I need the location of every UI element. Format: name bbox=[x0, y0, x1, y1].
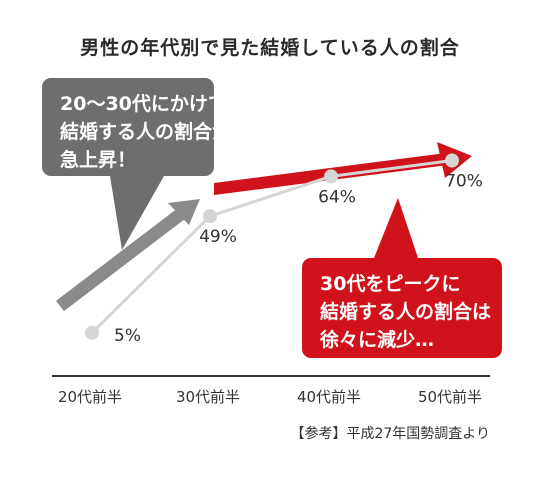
data-point bbox=[85, 325, 99, 340]
rise-callout-line-3: 急上昇！ bbox=[60, 149, 137, 171]
rise-callout-line-2: 結婚する人の割合が bbox=[60, 121, 232, 143]
gray-callout-tail bbox=[110, 176, 164, 250]
data-label: 64% bbox=[318, 187, 356, 207]
callout-tails bbox=[110, 176, 418, 258]
chart-title: 男性の年代別で見た結婚している人の割合 bbox=[80, 37, 460, 59]
x-tick-label: 40代前半 bbox=[297, 388, 361, 406]
data-point bbox=[203, 209, 217, 224]
rise-arrow-shaft bbox=[56, 204, 190, 312]
series-layer: 5% 49% 64% 70% bbox=[85, 153, 483, 346]
data-label: 70% bbox=[445, 172, 483, 192]
rise-callout-line-1: 20〜30代にかけて bbox=[60, 93, 227, 115]
rise-arrow-head bbox=[168, 199, 200, 225]
rise-callout: 20〜30代にかけて 結婚する人の割合が 急上昇！ bbox=[42, 78, 232, 176]
data-label: 5% bbox=[114, 326, 141, 346]
data-point bbox=[324, 169, 338, 184]
x-tick-label: 50代前半 bbox=[418, 388, 482, 406]
x-tick-label: 30代前半 bbox=[176, 388, 240, 406]
data-label: 49% bbox=[199, 227, 237, 247]
peak-callout: 30代をピークに 結婚する人の割合は 徐々に減少… bbox=[302, 258, 502, 358]
peak-callout-line-1: 30代をピークに bbox=[320, 273, 461, 295]
x-tick-label: 20代前半 bbox=[58, 388, 122, 406]
series-line bbox=[90, 159, 453, 334]
peak-callout-line-2: 結婚する人の割合は bbox=[320, 301, 492, 323]
source-note: 【参考】平成27年国勢調査より bbox=[290, 426, 490, 442]
data-point bbox=[445, 153, 459, 168]
x-axis: 20代前半 30代前半 40代前半 50代前半 bbox=[52, 375, 490, 406]
peak-callout-line-3: 徐々に減少… bbox=[320, 329, 435, 351]
red-callout-tail bbox=[374, 198, 418, 258]
